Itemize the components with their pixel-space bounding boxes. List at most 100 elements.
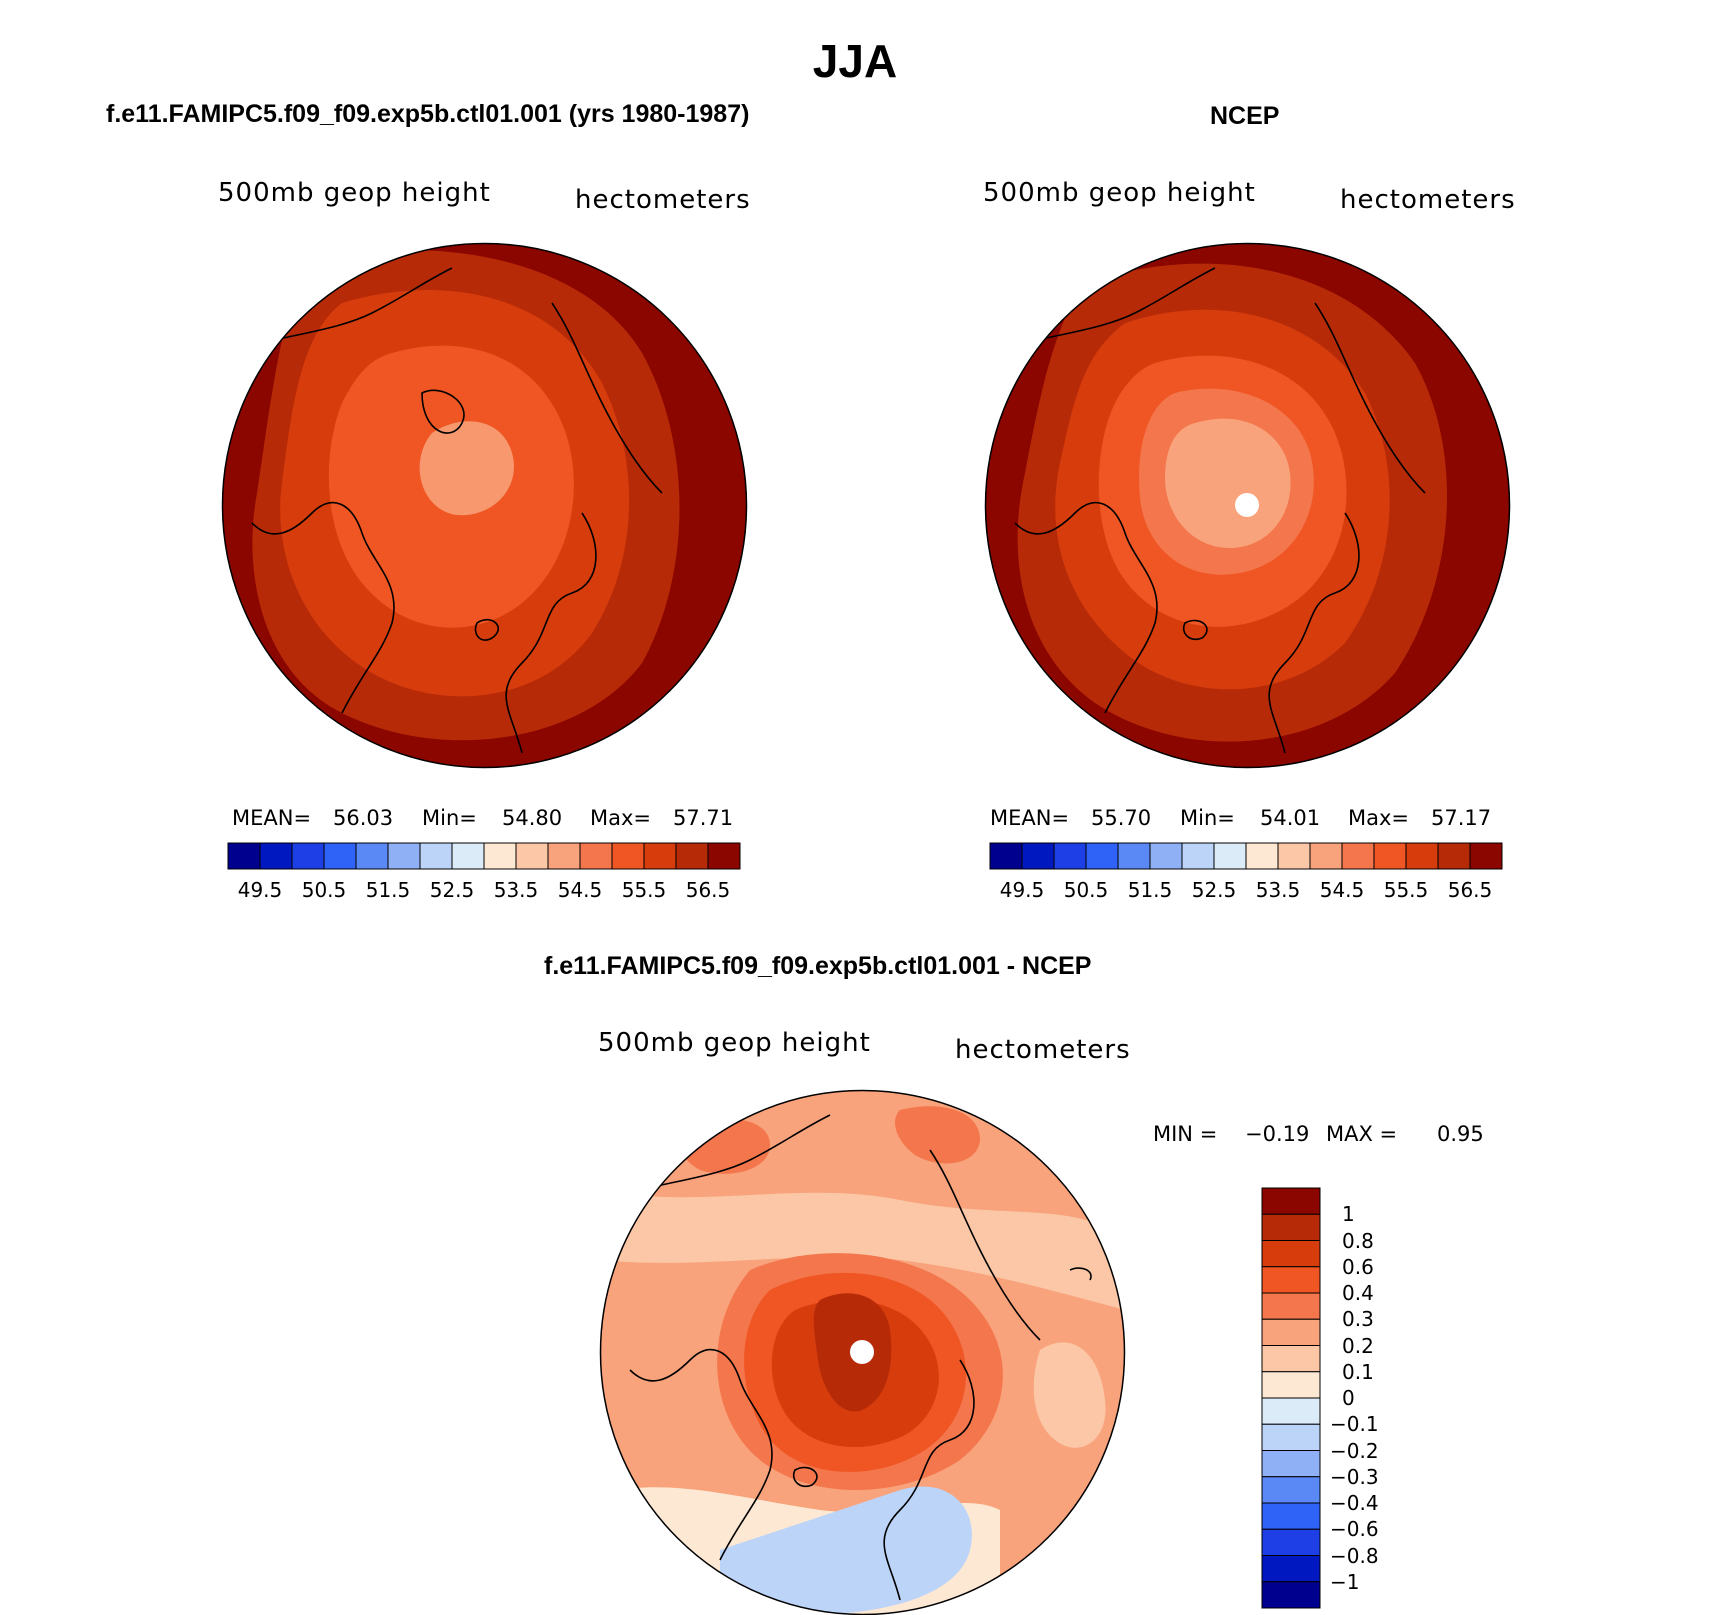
diff-colorbar-swatch (1261, 1423, 1321, 1451)
panel1-colorbar-swatch (259, 842, 293, 870)
diff-colorbar-tick-label: 0.1 (1342, 1359, 1374, 1384)
diff-colorbar-swatch (1261, 1292, 1321, 1320)
panel1-mean-value: 56.03 (333, 806, 394, 830)
panel2-colorbar-tick-label: 55.5 (1383, 878, 1429, 902)
diff-colorbar-swatch (1261, 1266, 1321, 1294)
diff-field-light-right (1033, 1342, 1106, 1448)
panel2-units: hectometers (1340, 185, 1516, 215)
diff-colorbar-swatch (1261, 1213, 1321, 1241)
panel1-colorbar-swatch (675, 842, 709, 870)
diff-colorbar-swatch (1261, 1187, 1321, 1215)
diff-colorbar-swatch (1261, 1581, 1321, 1609)
diff-colorbar-tick-label: −0.8 (1330, 1543, 1379, 1568)
diff-field-light-band (600, 1190, 1125, 1310)
panel1-colorbar-swatch (707, 842, 741, 870)
diff-colorbar-labels: 1 0.8 0.6 0.4 0.3 0.2 0.1 0 −0.1 −0.2 −0.3 −0.4 −0.6… (1330, 1188, 1450, 1608)
panel2-colorbar-tick-label: 53.5 (1255, 878, 1301, 902)
panel2-max-label: Max= (1348, 806, 1410, 830)
diff-colorbar-tick-label: 0.2 (1342, 1333, 1374, 1358)
panel2-colorbar-swatch (1469, 842, 1503, 870)
diff-field-top-blob (681, 1119, 770, 1174)
panel1-colorbar-swatch (451, 842, 485, 870)
panel1-mean-label: MEAN= (232, 806, 312, 830)
panel1-colorbar (227, 842, 741, 870)
diff-colorbar-tick-label: 0 (1342, 1386, 1355, 1410)
panel2-max-value: 57.17 (1431, 806, 1492, 830)
panel1-colorbar-swatch (483, 842, 517, 870)
panel1-colorbar-tick-label: 50.5 (301, 878, 347, 902)
panel2-colorbar-tick-label: 54.5 (1319, 878, 1365, 902)
panel1-max-label: Max= (590, 806, 652, 830)
panel2-min-value: 54.01 (1260, 806, 1321, 830)
diff-variable: 500mb geop height (598, 1028, 871, 1058)
panel2-pole-mask (1235, 493, 1259, 517)
diff-field-upper-right (895, 1106, 980, 1164)
diff-pole-mask (850, 1340, 874, 1364)
diff-colorbar-swatch (1261, 1502, 1321, 1530)
panel1-colorbar-tick-label: 52.5 (429, 878, 475, 902)
panel2-colorbar-swatch (989, 842, 1023, 870)
panel1-colorbar-tick-label: 54.5 (557, 878, 603, 902)
diff-colorbar-tick-label: −0.2 (1330, 1438, 1379, 1463)
panel2-mean-value: 55.70 (1091, 806, 1152, 830)
panel1-colorbar-swatch (515, 842, 549, 870)
panel1-colorbar-tick-label: 55.5 (621, 878, 667, 902)
panel1-colorbar-swatch (547, 842, 581, 870)
panel2-colorbar-swatch (1309, 842, 1343, 870)
panel1-max-value: 57.71 (673, 806, 734, 830)
panel2-colorbar (989, 842, 1503, 870)
diff-colorbar-swatch (1261, 1476, 1321, 1504)
diff-colorbar-swatch (1261, 1371, 1321, 1399)
panel2-variable: 500mb geop height (983, 178, 1256, 208)
panel2-colorbar-tick-label: 52.5 (1191, 878, 1237, 902)
panel1-min-label: Min= (422, 806, 477, 830)
diff-colorbar-swatch (1261, 1345, 1321, 1373)
panel1-colorbar-tick-label: 51.5 (365, 878, 411, 902)
diff-colorbar-tick-label: −0.4 (1330, 1491, 1379, 1515)
diff-colorbar-swatch (1261, 1397, 1321, 1425)
diff-colorbar-tick-label: 0.3 (1342, 1307, 1374, 1332)
panel1-colorbar-swatch (323, 842, 357, 870)
panel2-colorbar-tick-label: 50.5 (1063, 878, 1109, 902)
panel2-colorbar-swatch (1181, 842, 1215, 870)
panel1-colorbar-tick-label: 53.5 (493, 878, 539, 902)
panel1-coastlines (251, 267, 713, 754)
panel2-colorbar-swatch (1405, 842, 1439, 870)
panel1-colorbar-swatch (355, 842, 389, 870)
diff-coastlines (629, 1114, 1092, 1601)
panel2-colorbar-swatch (1437, 842, 1471, 870)
panel1-colorbar-labels: 49.5 50.5 51.5 52.5 53.5 54.5 55.5 56.5 (228, 878, 740, 908)
diff-title: f.e11.FAMIPC5.f09_f09.exp5b.ctl01.001 - … (544, 952, 1092, 980)
diff-colorbar-tick-label: −0.1 (1330, 1412, 1379, 1437)
diff-field-negative (720, 1486, 972, 1615)
panel1-colorbar-swatch (611, 842, 645, 870)
panel2-colorbar-swatch (1213, 842, 1247, 870)
diff-colorbar-swatch (1261, 1318, 1321, 1346)
diff-colorbar-tick-label: 0.6 (1342, 1254, 1374, 1279)
diff-colorbar-swatch (1261, 1528, 1321, 1556)
panel1-min-value: 54.80 (502, 806, 563, 830)
panel1-colorbar-swatch (419, 842, 453, 870)
panel2-title: NCEP (1210, 102, 1280, 130)
panel2-colorbar-swatch (1149, 842, 1183, 870)
panel2-map (984, 242, 1511, 769)
panel2-colorbar-tick-label: 49.5 (999, 878, 1045, 902)
panel2-colorbar-swatch (1245, 842, 1279, 870)
diff-colorbar (1261, 1187, 1321, 1609)
panel2-min-label: Min= (1180, 806, 1235, 830)
panel2-colorbar-tick-label: 51.5 (1127, 878, 1173, 902)
panel1-map (221, 242, 748, 769)
diff-map (599, 1089, 1126, 1615)
panel1-colorbar-tick-label: 49.5 (237, 878, 283, 902)
diff-colorbar-tick-label: 0.8 (1342, 1228, 1374, 1253)
diff-colorbar-tick-label: −0.6 (1330, 1517, 1379, 1542)
diff-colorbar-tick-label: −1 (1330, 1569, 1360, 1594)
diff-min-value: −0.19 (1245, 1122, 1310, 1146)
panel2-colorbar-swatch (1277, 842, 1311, 870)
diff-min-label: MIN = (1153, 1122, 1218, 1146)
panel2-colorbar-labels: 49.5 50.5 51.5 52.5 53.5 54.5 55.5 56.5 (990, 878, 1502, 908)
diff-colorbar-swatch (1261, 1450, 1321, 1478)
panel2-colorbar-swatch (1085, 842, 1119, 870)
panel2-colorbar-swatch (1341, 842, 1375, 870)
panel1-title: f.e11.FAMIPC5.f09_f09.exp5b.ctl01.001 (y… (106, 100, 750, 128)
